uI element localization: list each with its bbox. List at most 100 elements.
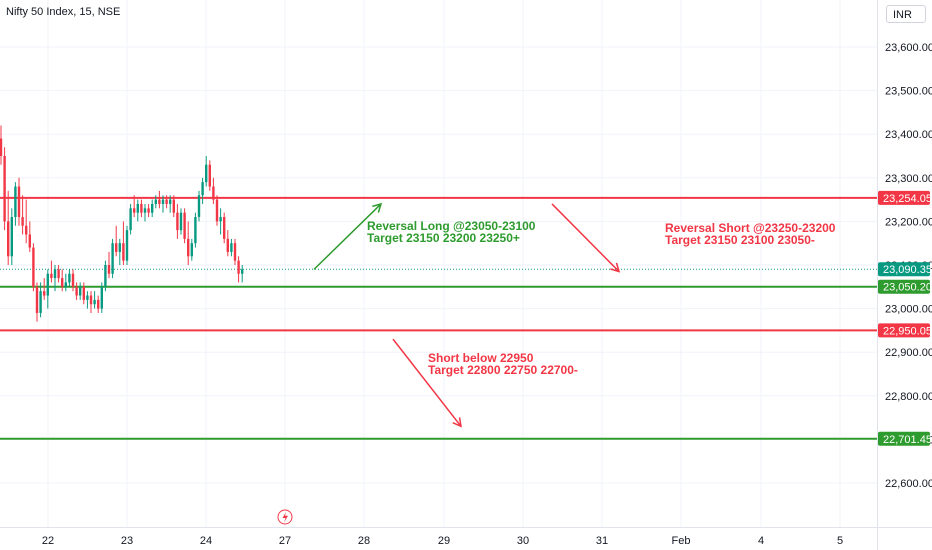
price-tick-label: 23,500.00 bbox=[885, 86, 932, 98]
candle bbox=[111, 238, 114, 279]
candle-body bbox=[176, 212, 179, 231]
candle-body bbox=[14, 186, 17, 218]
candle-body bbox=[233, 243, 237, 261]
candle-body bbox=[35, 286, 39, 313]
candle bbox=[241, 265, 244, 283]
price-tick-label: 23,200.00 bbox=[885, 216, 932, 228]
candle bbox=[97, 295, 100, 313]
current-price-tag: 23,090.35 bbox=[878, 262, 932, 277]
candle-body bbox=[223, 217, 226, 239]
time-tick-label: 4 bbox=[758, 535, 764, 547]
candle bbox=[43, 278, 46, 300]
candle-body bbox=[89, 295, 93, 305]
candle bbox=[194, 212, 197, 248]
annotation-text: Target 23150 23200 23250+ bbox=[367, 231, 520, 245]
candle bbox=[21, 195, 24, 235]
candle bbox=[179, 208, 183, 235]
candle bbox=[39, 282, 42, 318]
price-tag-bg bbox=[878, 190, 930, 205]
candle-body bbox=[64, 282, 67, 287]
currency-selector[interactable]: INR bbox=[886, 5, 926, 23]
candle-body bbox=[107, 265, 111, 274]
candle bbox=[161, 195, 165, 213]
arrow-shaft bbox=[313, 203, 382, 270]
support-price-tag: 23,050.20 bbox=[878, 279, 932, 294]
candle-body bbox=[7, 221, 10, 257]
candle bbox=[154, 195, 157, 209]
candle-body bbox=[115, 243, 118, 252]
candle bbox=[129, 203, 132, 235]
candle-body bbox=[197, 195, 201, 218]
candle-body bbox=[154, 199, 157, 204]
time-tick-label: 30 bbox=[517, 535, 529, 547]
candle bbox=[3, 147, 6, 231]
candle bbox=[201, 177, 204, 204]
candle-body bbox=[82, 286, 85, 300]
candle bbox=[93, 291, 96, 309]
price-tag-bg bbox=[878, 323, 930, 338]
candle-body bbox=[179, 212, 183, 231]
candle bbox=[32, 243, 35, 292]
candle-body bbox=[39, 291, 42, 313]
candle bbox=[10, 208, 13, 265]
candle-body bbox=[122, 243, 125, 261]
candle bbox=[122, 221, 125, 265]
candle-body bbox=[104, 265, 107, 287]
candle bbox=[104, 260, 107, 292]
candle bbox=[147, 203, 150, 218]
candle-body bbox=[71, 273, 75, 287]
candle bbox=[53, 265, 57, 292]
candle bbox=[71, 269, 75, 292]
candle-body bbox=[75, 286, 78, 296]
candle bbox=[57, 265, 60, 283]
price-tick-label: 22,600.00 bbox=[885, 478, 932, 490]
candle-body bbox=[208, 164, 211, 187]
candle-body bbox=[165, 199, 168, 204]
annotation-text: Reversal Short @23250-23200 bbox=[665, 221, 836, 235]
candle bbox=[172, 195, 175, 218]
candle bbox=[169, 195, 172, 213]
price-tag-label: 22,950.05 bbox=[883, 325, 932, 337]
candle bbox=[230, 238, 233, 257]
candle bbox=[143, 203, 147, 222]
candle-body bbox=[147, 208, 150, 213]
candle-body bbox=[61, 278, 64, 287]
candle bbox=[165, 195, 168, 209]
candle bbox=[100, 282, 103, 313]
price-tag-label: 23,090.35 bbox=[883, 264, 932, 276]
price-tick-label: 23,400.00 bbox=[885, 129, 932, 141]
annotation-text: Short below 22950 bbox=[428, 351, 534, 365]
candle bbox=[35, 282, 39, 322]
candle bbox=[125, 225, 129, 265]
candle-body bbox=[158, 199, 161, 204]
annotation-arrow bbox=[392, 338, 462, 428]
candle bbox=[140, 199, 143, 218]
time-tick-label: 31 bbox=[596, 535, 608, 547]
price-tick-label: 23,600.00 bbox=[885, 42, 932, 54]
candle bbox=[176, 203, 179, 239]
candle-body bbox=[28, 234, 31, 248]
time-tick-label: 27 bbox=[279, 535, 291, 547]
time-tick-label: 5 bbox=[837, 535, 843, 547]
candle-body bbox=[97, 299, 100, 309]
candle bbox=[215, 195, 219, 226]
arrow-head bbox=[372, 202, 383, 213]
candle bbox=[219, 208, 222, 235]
candle bbox=[68, 269, 71, 287]
candle bbox=[17, 177, 21, 226]
candle-body bbox=[169, 199, 172, 204]
candle-body bbox=[17, 186, 21, 218]
flash-icon[interactable] bbox=[277, 509, 293, 525]
candle bbox=[212, 177, 215, 204]
candle bbox=[14, 182, 17, 226]
candle bbox=[0, 125, 3, 165]
candle-body bbox=[201, 182, 204, 196]
time-tick-label: 28 bbox=[358, 535, 370, 547]
candle bbox=[151, 199, 154, 218]
candle bbox=[183, 208, 186, 244]
annotation-text: Target 22800 22750 22700- bbox=[428, 363, 578, 377]
candle-body bbox=[111, 243, 114, 274]
price-tag-bg bbox=[878, 279, 930, 294]
candle bbox=[89, 291, 93, 313]
